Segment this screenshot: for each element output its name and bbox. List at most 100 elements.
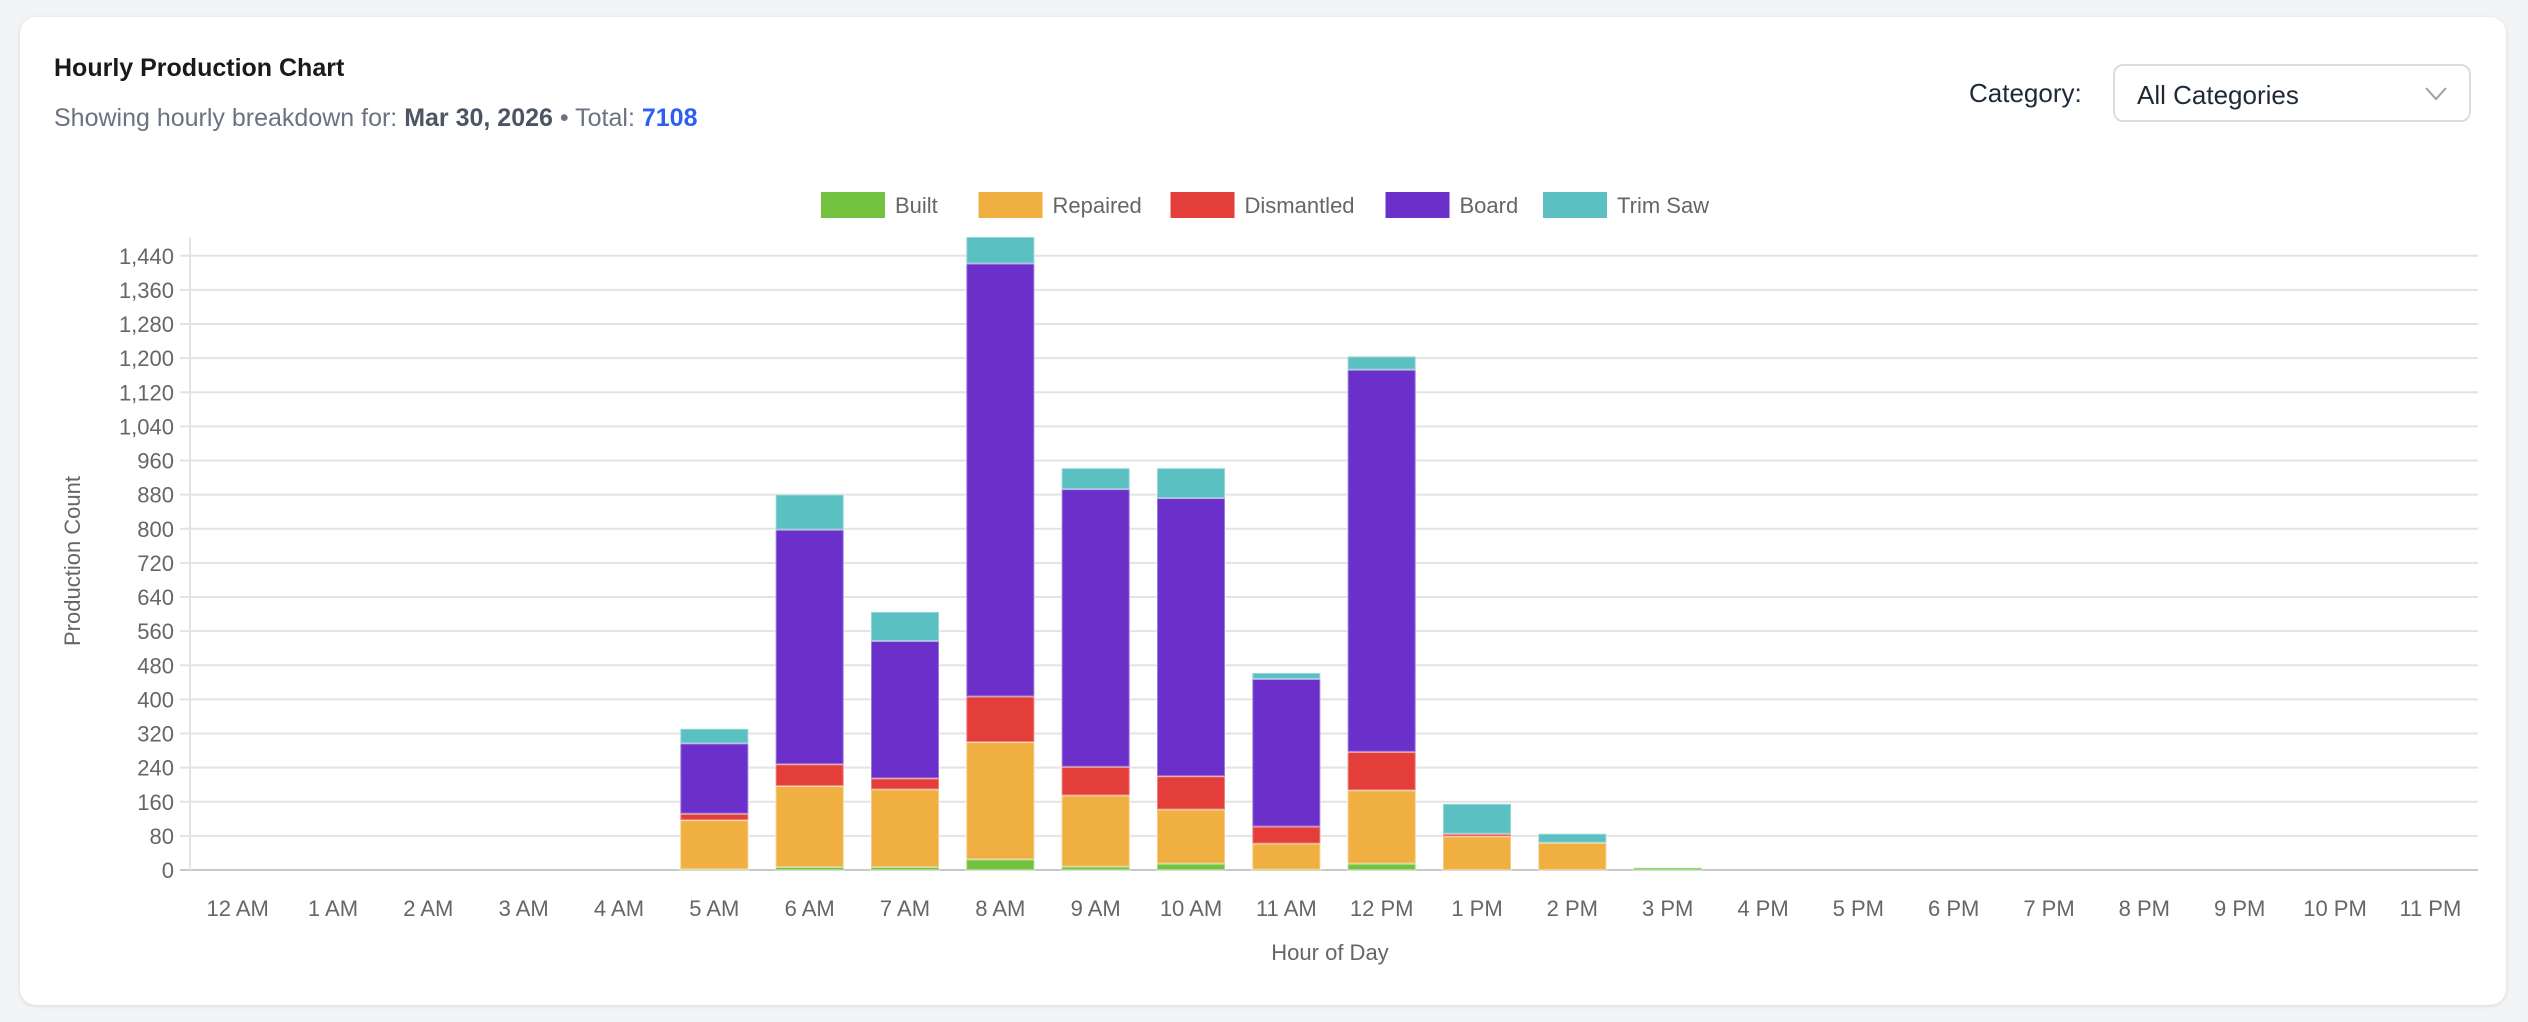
bar-segment-built	[1632, 866, 1703, 871]
y-tick-label: 640	[137, 585, 174, 610]
bar-segment-trim-saw	[1156, 467, 1226, 500]
bar-segment-trim-saw	[774, 493, 845, 531]
bar-segment-dismantled	[1156, 775, 1226, 811]
bar-segment-dismantled	[870, 777, 940, 791]
y-tick-label: 320	[137, 722, 174, 747]
x-tick-label: 3 AM	[499, 896, 549, 921]
x-tick-label: 4 PM	[1737, 896, 1788, 921]
chart-subtitle: Showing hourly breakdown for: Mar 30, 20…	[54, 104, 697, 133]
bar-segment-trim-saw	[870, 610, 940, 642]
bar-segment-board	[679, 742, 750, 815]
x-tick-label: 10 AM	[1160, 896, 1222, 921]
bar-segment-trim-saw	[1251, 671, 1322, 680]
y-axis-title: Production Count	[60, 476, 85, 646]
legend-swatch	[978, 192, 1043, 218]
bar-segment-dismantled	[1346, 750, 1417, 792]
y-tick-label: 480	[137, 653, 174, 678]
bar-segment-repaired	[1537, 841, 1608, 871]
y-tick-label: 1,200	[119, 346, 174, 371]
legend-label: Board	[1460, 193, 1519, 218]
bar-segment-board	[1060, 488, 1131, 768]
x-tick-label: 6 AM	[785, 896, 835, 921]
bar-segment-board	[1251, 677, 1322, 828]
chart-title: Hourly Production Chart	[54, 54, 345, 82]
x-tick-label: 10 PM	[2303, 896, 2367, 921]
y-tick-label: 400	[137, 687, 174, 712]
x-tick-label: 9 AM	[1071, 896, 1121, 921]
bar-segment-repaired	[774, 784, 845, 869]
bar-segment-repaired	[1346, 789, 1417, 865]
bar-segment-board	[965, 262, 1036, 698]
bar-segment-repaired	[965, 741, 1036, 861]
legend-swatch	[1385, 192, 1450, 218]
bar-segment-repaired	[1156, 808, 1226, 865]
x-tick-label: 2 PM	[1547, 896, 1598, 921]
y-tick-label: 960	[137, 449, 174, 474]
legend-swatch	[1543, 192, 1607, 218]
x-tick-label: 2 AM	[403, 896, 453, 921]
legend-swatch	[821, 192, 885, 218]
bar-segment-trim-saw	[1346, 355, 1417, 371]
bar-segment-trim-saw	[679, 727, 750, 745]
y-tick-label: 160	[137, 790, 174, 815]
y-tick-label: 240	[137, 756, 174, 781]
legend-label: Trim Saw	[1617, 193, 1709, 218]
bar-segment-repaired	[1251, 842, 1322, 871]
chevron-down-icon	[2423, 80, 2449, 111]
y-tick-label: 880	[137, 483, 174, 508]
bar-segment-trim-saw	[1442, 802, 1512, 835]
separator: •	[559, 104, 569, 132]
x-tick-label: 8 PM	[2119, 896, 2170, 921]
subtitle-prefix: Showing hourly breakdown for:	[54, 104, 398, 132]
bar-segment-board	[1156, 497, 1226, 778]
bar-segment-built	[965, 858, 1036, 871]
x-tick-label: 1 AM	[308, 896, 358, 921]
y-tick-label: 560	[137, 619, 174, 644]
bar-segment-repaired	[1442, 835, 1512, 871]
bar-segment-trim-saw	[1060, 467, 1131, 491]
bar-segment-repaired	[870, 788, 940, 869]
bar-segment-dismantled	[1251, 825, 1322, 845]
total-label: Total:	[575, 104, 635, 132]
x-tick-label: 5 PM	[1833, 896, 1884, 921]
y-tick-label: 1,280	[119, 312, 174, 337]
x-axis-title: Hour of Day	[1271, 940, 1388, 965]
legend-swatch	[1170, 192, 1235, 218]
bar-segment-trim-saw	[965, 236, 1036, 265]
x-tick-label: 11 AM	[1256, 896, 1317, 921]
x-tick-label: 5 AM	[689, 896, 739, 921]
x-tick-label: 6 PM	[1928, 896, 1979, 921]
y-tick-label: 800	[137, 517, 174, 542]
bar-segment-dismantled	[965, 695, 1036, 744]
y-tick-label: 1,360	[119, 278, 174, 303]
bar-segment-trim-saw	[1537, 832, 1608, 844]
bar-segment-dismantled	[774, 763, 845, 787]
y-tick-label: 1,120	[119, 380, 174, 405]
category-label: Category:	[1969, 78, 2082, 108]
bar-segment-board	[774, 528, 845, 766]
y-tick-label: 1,440	[119, 244, 174, 269]
y-tick-label: 1,040	[119, 414, 174, 439]
legend-label: Repaired	[1053, 193, 1142, 218]
x-tick-label: 4 AM	[594, 896, 644, 921]
x-tick-label: 8 AM	[975, 896, 1025, 921]
bar-segment-dismantled	[1060, 765, 1131, 797]
x-tick-label: 1 PM	[1451, 896, 1502, 921]
y-tick-label: 80	[150, 824, 174, 849]
x-tick-label: 11 PM	[2399, 896, 2461, 921]
x-tick-label: 12 AM	[206, 896, 268, 921]
selected-date: Mar 30, 2026	[404, 104, 553, 132]
category-select-value: All Categories	[2137, 80, 2299, 110]
legend-label: Built	[895, 193, 938, 218]
bar-segment-repaired	[1060, 794, 1131, 868]
bar-segment-repaired	[679, 819, 750, 871]
y-tick-label: 0	[162, 858, 174, 883]
category-select[interactable]: All Categories	[2113, 64, 2471, 122]
y-tick-label: 720	[137, 551, 174, 576]
x-tick-label: 3 PM	[1642, 896, 1693, 921]
x-tick-label: 7 AM	[880, 896, 930, 921]
x-tick-label: 7 PM	[2023, 896, 2074, 921]
bar-segment-board	[870, 639, 940, 780]
total-value: 7108	[641, 104, 698, 132]
